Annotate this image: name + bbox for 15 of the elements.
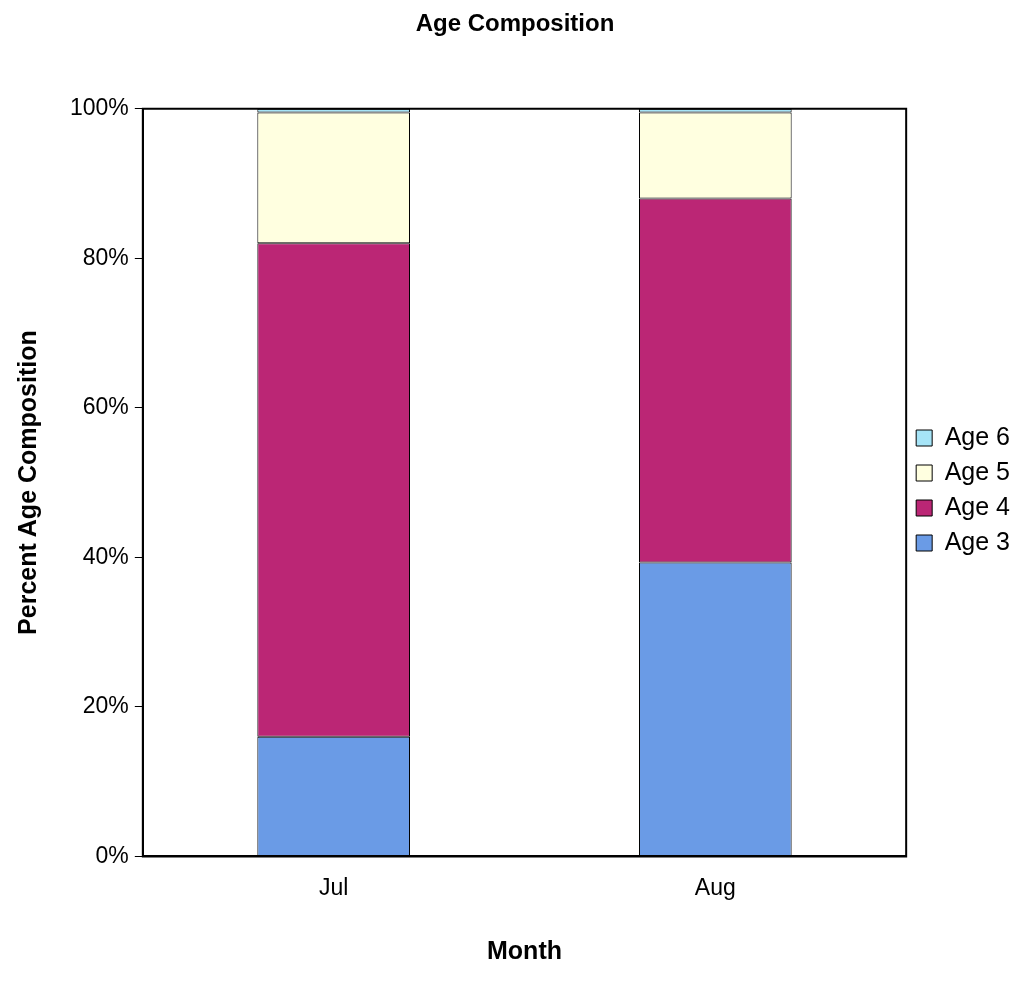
y-tick-label: 40% — [82, 542, 129, 569]
y-tick-label: 20% — [82, 692, 129, 719]
y-axis-title: Percent Age Composition — [12, 330, 41, 635]
x-tick-label: Jul — [318, 873, 349, 900]
x-tick-label: Aug — [694, 873, 736, 900]
y-tick-label: 100% — [70, 94, 129, 121]
legend-label: Age 3 — [944, 526, 1011, 555]
x-axis-title: Month — [487, 935, 562, 964]
legend-label: Age 4 — [944, 491, 1011, 520]
y-tick-label: 0% — [95, 841, 129, 868]
chart-title: Age Composition — [415, 9, 615, 37]
legend-label: Age 5 — [944, 456, 1011, 485]
y-tick-label: 80% — [82, 243, 129, 270]
y-tick-label: 60% — [82, 393, 129, 420]
legend-label: Age 6 — [944, 421, 1011, 450]
